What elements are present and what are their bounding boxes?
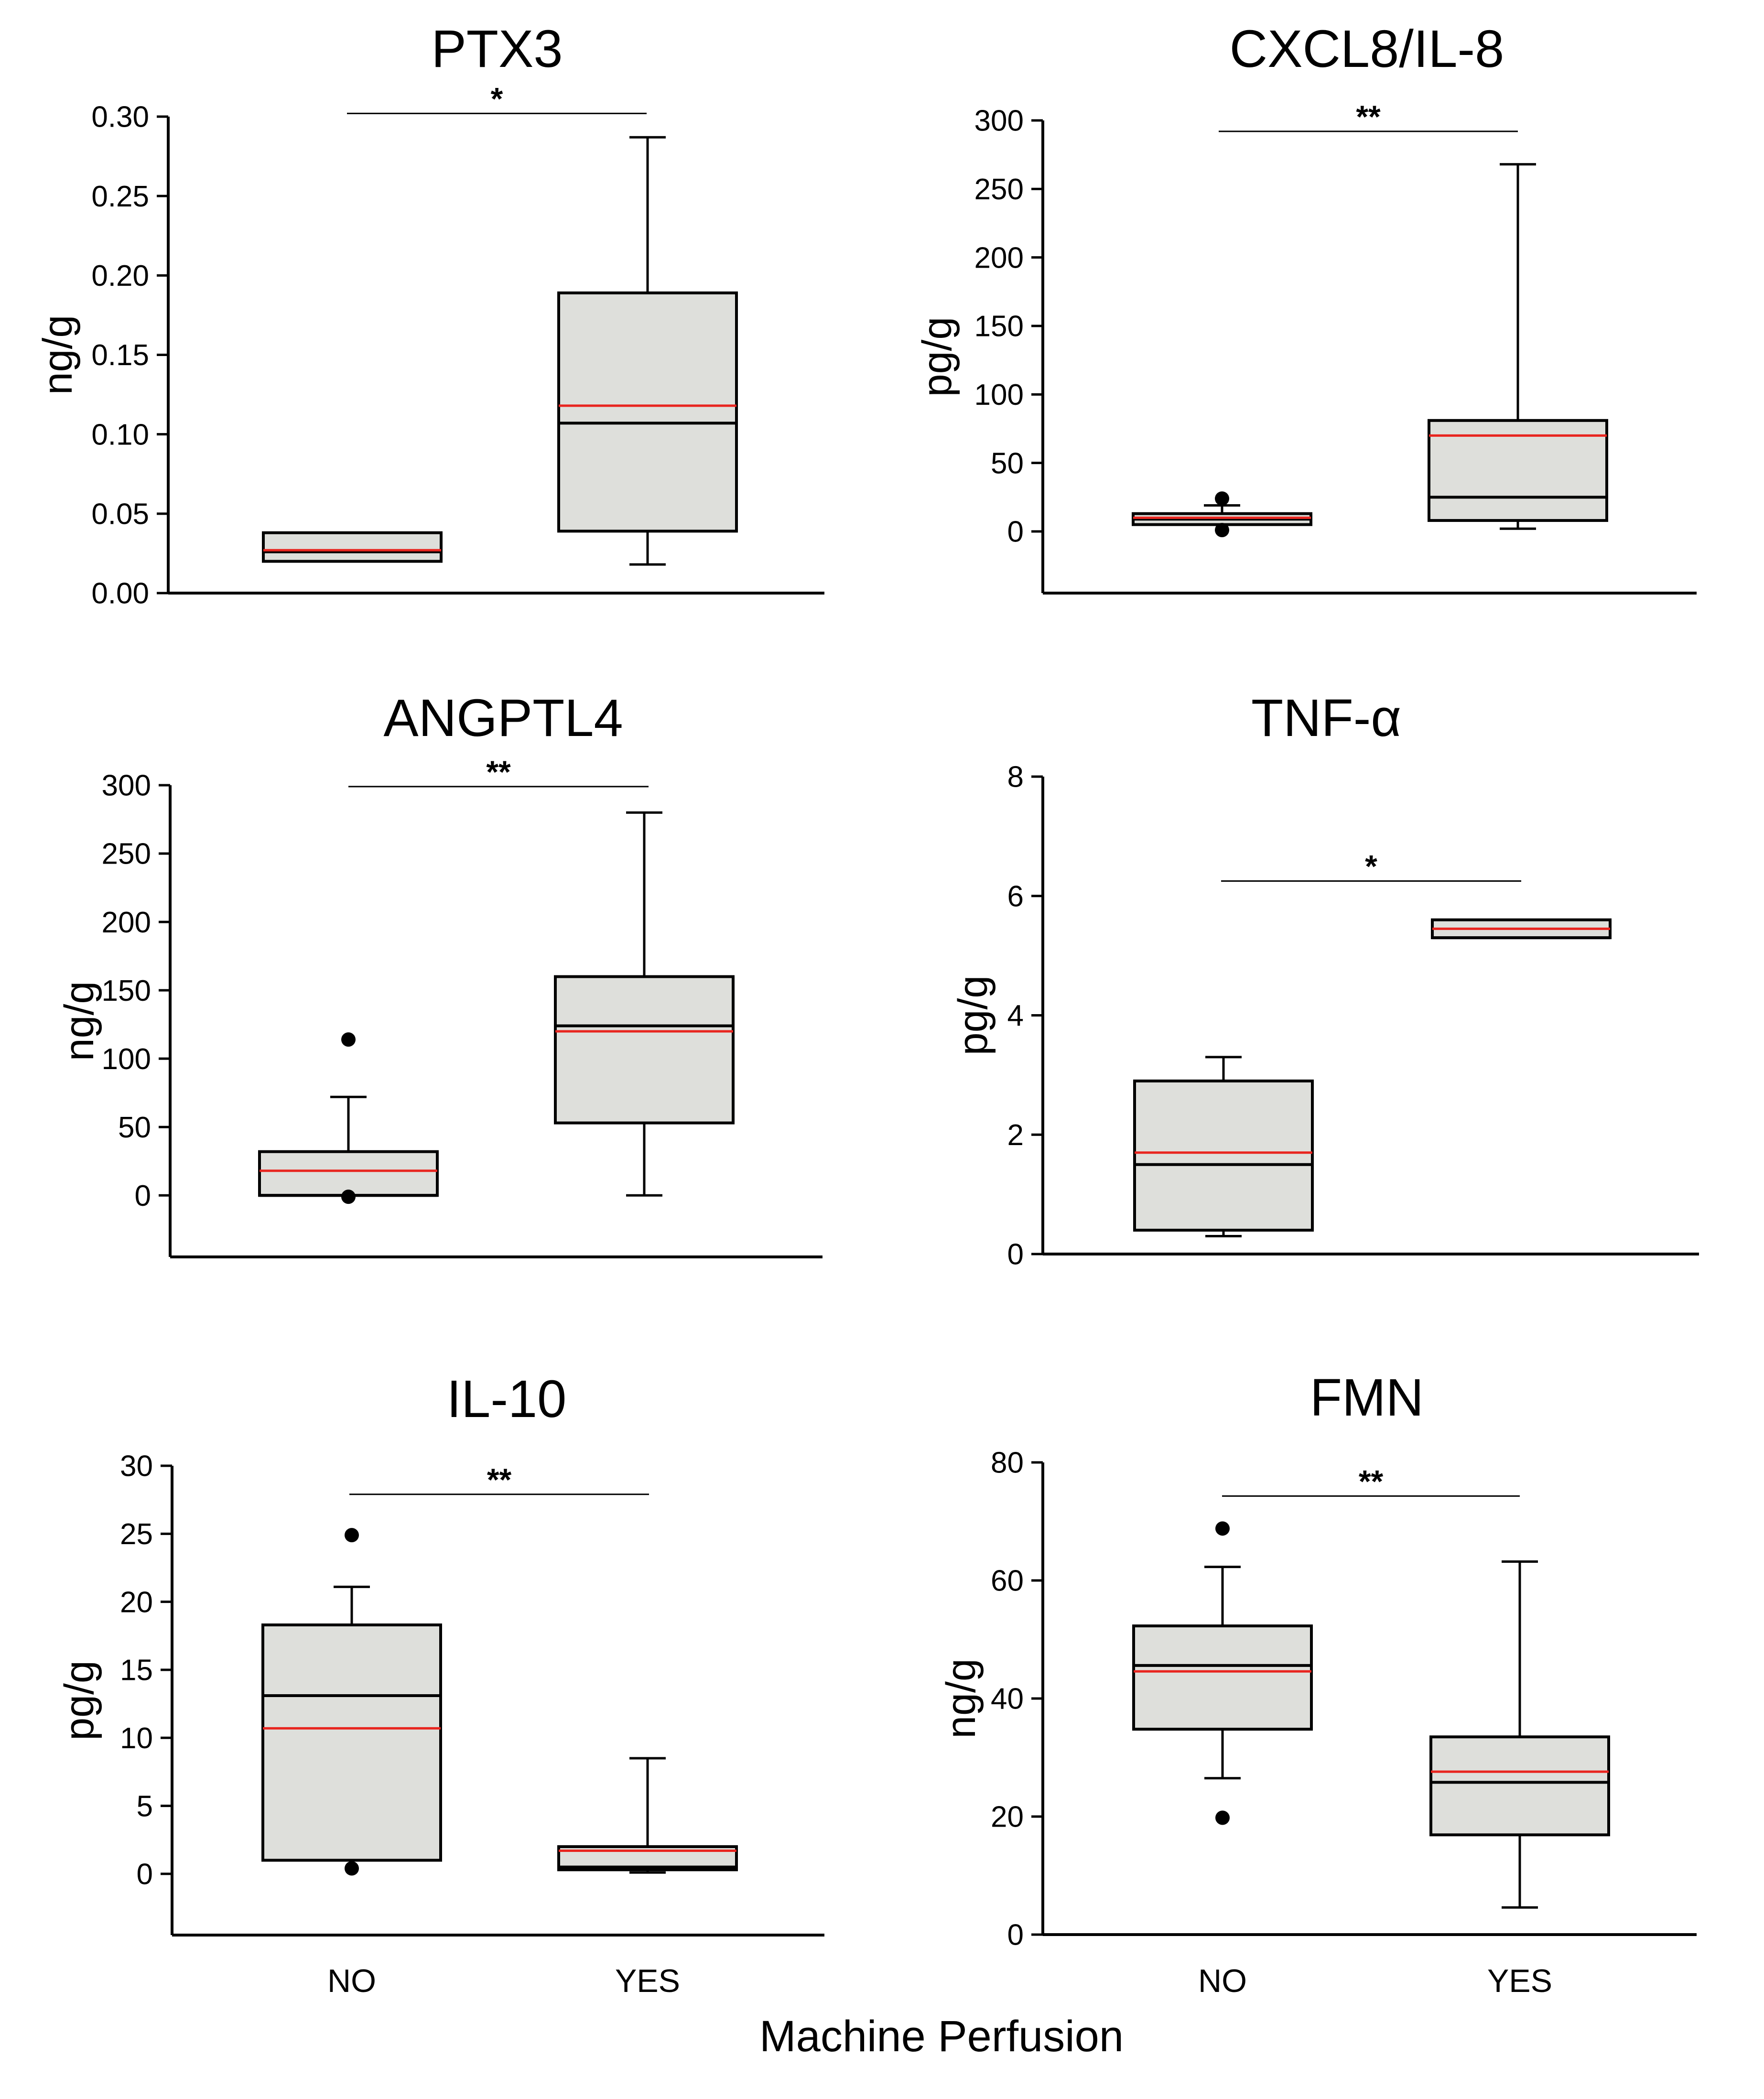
y-tick-label: 80 [991, 1447, 1024, 1480]
box-yes [557, 1757, 738, 1874]
y-tick-label: 10 [120, 1722, 153, 1755]
chart-panel-3: ANGPTL4 ng/g 0 50 100 150 200 250 300 ** [56, 689, 822, 1258]
y-tick-label: 50 [991, 447, 1024, 480]
chart-title: PTX3 [431, 20, 563, 78]
y-tick-label: 0.15 [91, 339, 149, 372]
box-yes [1428, 163, 1608, 530]
box-yes [1431, 918, 1612, 940]
x-tick-label: YES [1487, 1963, 1552, 1999]
box-body [554, 975, 735, 1125]
outlier-point [1215, 1810, 1230, 1825]
y-tick-label: 5 [137, 1790, 153, 1823]
y-tick-label: 0.00 [91, 577, 149, 610]
y-axis-label: pg/g [914, 317, 960, 397]
chart-title: CXCL8/IL-8 [1230, 20, 1504, 78]
y-axis-label: ng/g [35, 315, 81, 395]
box-body [557, 291, 738, 533]
y-tick-label: 0 [1007, 516, 1024, 549]
y-tick-label: 200 [102, 906, 151, 939]
box-yes [1429, 1560, 1610, 1909]
y-tick-label: 250 [102, 838, 151, 871]
chart-panel-6: FMN ng/g 0 20 40 60 80 ** NO YES [938, 1368, 1697, 1999]
y-tick-label: 25 [120, 1518, 153, 1551]
box-body [261, 1623, 442, 1862]
chart-panel-2: CXCL8/IL-8 pg/g 0 50 100 150 200 250 300 ** [914, 20, 1697, 595]
significance-label: ** [1356, 99, 1381, 134]
y-axis-label: ng/g [56, 981, 102, 1061]
y-tick-label: 300 [102, 769, 151, 802]
y-tick-label: 150 [974, 310, 1024, 343]
y-tick-label: 0 [135, 1179, 151, 1212]
outlier-point [1215, 1521, 1230, 1536]
y-tick-label: 2 [1007, 1119, 1024, 1152]
box-no [1132, 491, 1312, 538]
outlier-point [1215, 491, 1229, 506]
y-tick-label: 0.25 [91, 180, 149, 213]
y-tick-label: 250 [974, 173, 1024, 206]
outlier-point [345, 1861, 359, 1876]
y-tick-label: 4 [1007, 999, 1024, 1032]
box-body [1132, 1624, 1313, 1731]
y-tick-label: 0.05 [91, 498, 149, 531]
chart-title: TNF-α [1251, 689, 1401, 747]
chart-title: IL-10 [447, 1370, 567, 1428]
y-tick-label: 50 [118, 1111, 151, 1144]
x-tick-label: NO [327, 1963, 376, 1999]
y-tick-label: 100 [102, 1043, 151, 1076]
y-tick-label: 0.20 [91, 260, 149, 292]
chart-panel-4: TNF-α pg/g 0 2 4 6 8 * [950, 689, 1699, 1271]
y-tick-label: 100 [974, 379, 1024, 411]
outlier-point [1215, 523, 1229, 538]
box-body [1428, 419, 1608, 522]
y-tick-label: 150 [102, 974, 151, 1007]
y-tick-label: 6 [1007, 880, 1024, 913]
box-no [1133, 1056, 1314, 1238]
x-axis-label: Machine Perfusion [759, 2012, 1124, 2061]
y-tick-label: 0.10 [91, 418, 149, 451]
box-no [262, 531, 443, 563]
significance-label: * [491, 81, 503, 116]
box-yes [554, 811, 735, 1197]
chart-title: ANGPTL4 [383, 689, 623, 747]
significance-label: ** [487, 1462, 512, 1497]
outlier-point [341, 1190, 356, 1204]
y-tick-label: 0.30 [91, 101, 149, 134]
box-no [261, 1528, 442, 1876]
y-axis-label: pg/g [56, 1660, 102, 1740]
y-tick-label: 20 [120, 1586, 153, 1619]
outlier-point [341, 1032, 356, 1047]
significance-label: ** [486, 754, 511, 790]
box-body [1133, 1079, 1314, 1232]
y-axis-label: ng/g [938, 1658, 984, 1738]
significance-label: ** [1359, 1463, 1384, 1499]
y-tick-label: 0 [137, 1858, 153, 1891]
y-tick-label: 300 [974, 105, 1024, 138]
y-tick-label: 15 [120, 1654, 153, 1687]
box-body [258, 1150, 439, 1197]
box-no [258, 1032, 439, 1204]
chart-panel-5: IL-10 pg/g 0 5 10 15 20 25 30 ** NO YES [56, 1370, 824, 1999]
outlier-point [345, 1528, 359, 1543]
x-tick-label: YES [615, 1963, 680, 1999]
y-tick-label: 40 [991, 1683, 1024, 1716]
y-tick-label: 20 [991, 1801, 1024, 1834]
chart-panel-1: PTX3 ng/g 0.00 0.05 0.10 0.15 0.20 0.25 0.30 * [35, 20, 824, 610]
y-tick-label: 60 [991, 1565, 1024, 1598]
box-no [1132, 1521, 1313, 1825]
y-tick-label: 30 [120, 1450, 153, 1483]
y-tick-label: 0 [1007, 1919, 1024, 1952]
y-tick-label: 200 [974, 241, 1024, 274]
y-tick-label: 0 [1007, 1238, 1024, 1271]
chart-title: FMN [1310, 1368, 1424, 1427]
significance-label: * [1365, 849, 1377, 884]
box-yes [557, 136, 738, 566]
y-tick-label: 8 [1007, 761, 1024, 794]
y-axis-label: pg/g [950, 975, 996, 1055]
x-tick-label: NO [1198, 1963, 1247, 1999]
box-body [1429, 1735, 1610, 1837]
box-body [262, 531, 443, 563]
